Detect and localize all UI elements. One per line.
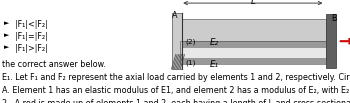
Text: ►: ►	[4, 44, 9, 50]
Bar	[180, 48, 326, 57]
Bar	[180, 41, 326, 64]
Bar	[180, 41, 326, 48]
Text: (2): (2)	[186, 38, 196, 45]
Bar	[180, 19, 326, 41]
Bar	[172, 13, 182, 69]
Text: ►: ►	[4, 20, 9, 26]
Text: the correct answer below.: the correct answer below.	[2, 60, 106, 69]
Text: A: A	[172, 11, 177, 20]
Text: (1): (1)	[186, 60, 196, 66]
Text: |F₁|=|F₂|: |F₁|=|F₂|	[15, 32, 48, 41]
Text: A. Element 1 has an elastic modulus of E1, and element 2 has a modulus of E₂, wi: A. Element 1 has an elastic modulus of E…	[2, 86, 350, 95]
Text: ►: ►	[4, 32, 9, 38]
Text: E₂: E₂	[210, 38, 219, 47]
Text: E₁: E₁	[210, 60, 219, 69]
Text: B: B	[331, 14, 336, 23]
Bar	[326, 14, 336, 68]
Text: 2.  A rod is made up of elements 1 and 2, each having a length of L and cross-se: 2. A rod is made up of elements 1 and 2,…	[2, 99, 350, 103]
Bar	[180, 57, 326, 64]
Text: E₁. Let F₁ and F₂ represent the axial load carried by elements 1 and 2, respecti: E₁. Let F₁ and F₂ represent the axial lo…	[2, 73, 350, 82]
Text: |F₁|>|F₂|: |F₁|>|F₂|	[15, 44, 48, 53]
Text: L: L	[251, 0, 255, 6]
Text: |F₁|<|F₂|: |F₁|<|F₂|	[15, 20, 48, 29]
